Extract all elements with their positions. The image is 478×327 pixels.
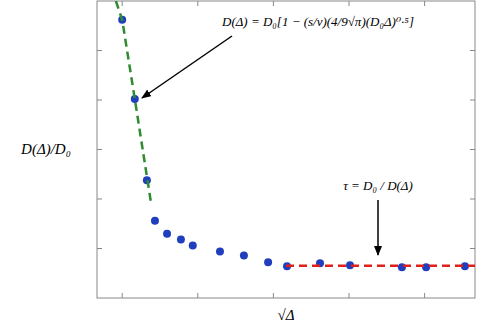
data-point [264,258,272,266]
y-tick-right [470,149,475,150]
data-point [177,236,185,244]
y-tick-right [470,100,475,101]
x-tick [197,293,198,298]
data-point [216,247,224,255]
fit-line [286,265,475,268]
x-axis-label: √Δ [277,307,294,323]
y-tick [97,248,102,249]
annotation: D(Δ) = D₀[1 − (s/ν)(4/9√π)(D₀Δ)⁰·⁵] [221,14,414,29]
data-point [163,230,171,238]
x-tick-top [273,1,274,6]
annotation-arrow [377,200,379,255]
fit-line [116,1,151,204]
data-point [240,251,248,259]
chart: √Δ D(Δ)/D₀ D(Δ) = D₀[1 − (s/ν)(4/9√π)(D₀Δ)… [0,0,478,327]
data-point [422,263,430,271]
plot-frame [97,1,475,298]
y-tick [97,100,102,101]
plot-area [116,1,475,271]
x-tick-top [197,1,198,6]
y-axis-label: D(Δ)/D₀ [20,141,71,158]
y-tick-right [470,50,475,51]
x-tick [424,293,425,298]
x-tick-top [424,1,425,6]
annotation-arrow [142,36,232,98]
data-point [151,217,159,225]
data-point [189,242,197,250]
annotation: τ = D₀ / D(Δ) [343,178,413,193]
data-point [398,263,406,271]
x-tick [122,293,123,298]
x-tick-top [349,1,350,6]
y-tick-right [470,248,475,249]
y-tick [97,50,102,51]
y-tick [97,149,102,150]
x-tick [349,293,350,298]
y-tick-right [470,199,475,200]
x-tick-top [122,1,123,6]
y-tick [97,199,102,200]
x-tick [273,293,274,298]
